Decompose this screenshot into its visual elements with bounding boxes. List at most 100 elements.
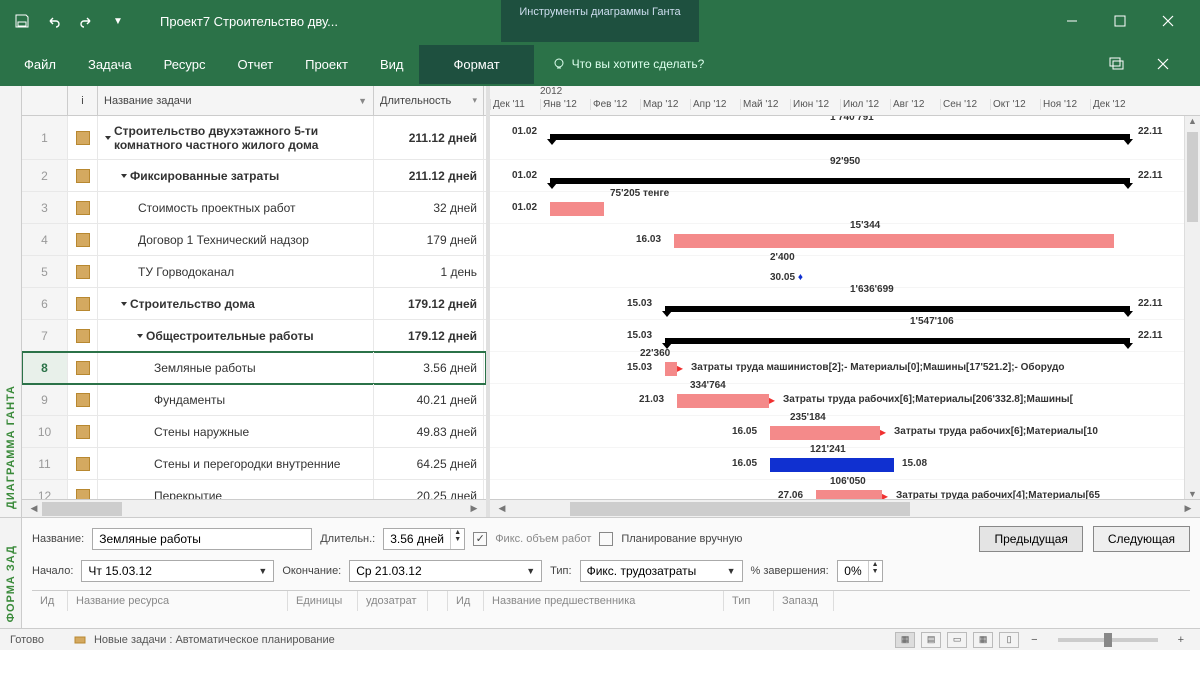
res-units-header[interactable]: Единицы <box>288 591 358 611</box>
tab-format[interactable]: Формат <box>419 45 533 84</box>
row-duration-cell[interactable]: 179.12 дней <box>374 288 484 319</box>
row-duration-cell[interactable]: 211.12 дней <box>374 116 484 159</box>
header-id[interactable] <box>22 86 68 115</box>
row-id[interactable]: 7 <box>22 320 68 351</box>
finish-input[interactable] <box>350 561 520 581</box>
summary-bar[interactable] <box>665 338 1130 344</box>
scroll-up-icon[interactable]: ▲ <box>1185 116 1200 126</box>
row-duration-cell[interactable]: 3.56 дней <box>374 352 484 383</box>
gantt-hscrollbar[interactable]: ◀ ▶ <box>490 499 1200 517</box>
next-button[interactable]: Следующая <box>1093 526 1190 552</box>
header-duration[interactable]: Длительность▾ <box>374 86 484 115</box>
row-id[interactable]: 1 <box>22 116 68 159</box>
ribbon-windows-icon[interactable] <box>1106 53 1128 75</box>
task-bar[interactable] <box>770 458 894 472</box>
table-row[interactable]: 1 Строительство двухэтажного 5-ти комнатн… <box>22 116 486 160</box>
table-row[interactable]: 12Перекрытие20.25 дней <box>22 480 486 499</box>
scroll-left-icon[interactable]: ◀ <box>26 503 42 514</box>
table-row[interactable]: 7Общестроительные работы179.12 дней <box>22 320 486 352</box>
row-name-cell[interactable]: Строительство двухэтажного 5-ти комнатно… <box>98 116 374 159</box>
dropdown-icon[interactable]: ▼ <box>252 566 273 576</box>
row-duration-cell[interactable]: 40.21 дней <box>374 384 484 415</box>
tab-project[interactable]: Проект <box>289 45 364 84</box>
row-id[interactable]: 5 <box>22 256 68 287</box>
row-id[interactable]: 11 <box>22 448 68 479</box>
summary-bar[interactable] <box>550 178 1130 184</box>
duration-input[interactable] <box>384 529 450 549</box>
row-duration-cell[interactable]: 211.12 дней <box>374 160 484 191</box>
row-duration-cell[interactable]: 179 дней <box>374 224 484 255</box>
view-gantt-icon[interactable]: ▦ <box>895 632 915 648</box>
pred-lag-header[interactable]: Запазд <box>774 591 834 611</box>
save-icon[interactable] <box>8 7 36 35</box>
redo-icon[interactable] <box>72 7 100 35</box>
row-name-cell[interactable]: ТУ Горводоканал <box>98 256 374 287</box>
fixed-work-checkbox[interactable] <box>473 532 487 546</box>
row-name-cell[interactable]: Стоимость проектных работ <box>98 192 374 223</box>
scroll-left-icon[interactable]: ◀ <box>494 503 510 514</box>
table-row[interactable]: 6 Строительство дома179.12 дней <box>22 288 486 320</box>
task-bar[interactable] <box>677 394 769 408</box>
minimize-icon[interactable] <box>1060 9 1084 33</box>
task-name-input[interactable] <box>92 528 312 550</box>
row-id[interactable]: 3 <box>22 192 68 223</box>
row-name-cell[interactable]: Фиксированные затраты <box>98 160 374 191</box>
scroll-right-icon[interactable]: ▶ <box>1180 503 1196 514</box>
manual-checkbox[interactable] <box>599 532 613 546</box>
row-duration-cell[interactable]: 32 дней <box>374 192 484 223</box>
view-calendar-icon[interactable]: ▤ <box>921 632 941 648</box>
tell-me-search[interactable]: Что вы хотите сделать? <box>552 57 705 71</box>
scroll-right-icon[interactable]: ▶ <box>466 503 482 514</box>
form-sidebar-label[interactable]: ФОРМА ЗАД <box>0 518 22 628</box>
spinner-down-icon[interactable]: ▼ <box>451 536 464 543</box>
row-duration-cell[interactable]: 1 день <box>374 256 484 287</box>
zoom-thumb[interactable] <box>1104 633 1112 647</box>
scroll-down-icon[interactable]: ▼ <box>1185 489 1200 499</box>
task-bar[interactable] <box>550 202 604 216</box>
row-name-cell[interactable]: Земляные работы <box>98 352 374 383</box>
table-row[interactable]: 2 Фиксированные затраты211.12 дней <box>22 160 486 192</box>
maximize-icon[interactable] <box>1108 9 1132 33</box>
table-row[interactable]: 11Стены и перегородки внутренние64.25 дн… <box>22 448 486 480</box>
res-id-header[interactable]: Ид <box>32 591 68 611</box>
dropdown-icon[interactable]: ▼ <box>721 566 742 576</box>
tab-view[interactable]: Вид <box>364 45 420 84</box>
view-network-icon[interactable]: ▭ <box>947 632 967 648</box>
res-name-header[interactable]: Название ресурса <box>68 591 288 611</box>
dropdown-icon[interactable]: ▾ <box>472 95 477 106</box>
ribbon-close-icon[interactable] <box>1152 53 1174 75</box>
gantt-body[interactable]: 01.021'740'79122.1101.0292'95022.1101.02… <box>490 116 1200 499</box>
task-bar[interactable] <box>674 234 1114 248</box>
qat-dropdown-icon[interactable]: ▼ <box>104 7 132 35</box>
res-work-header[interactable]: удозатрат <box>358 591 428 611</box>
row-name-cell[interactable]: Договор 1 Технический надзор <box>98 224 374 255</box>
zoom-out-icon[interactable]: − <box>1025 634 1043 646</box>
type-select[interactable] <box>581 561 721 581</box>
prev-button[interactable]: Предыдущая <box>979 526 1082 552</box>
scroll-thumb[interactable] <box>570 502 910 516</box>
vertical-scrollbar[interactable]: ▲ ▼ <box>1184 116 1200 499</box>
spinner-down-icon[interactable]: ▼ <box>869 568 882 575</box>
status-schedule-mode[interactable]: Новые задачи : Автоматическое планирован… <box>74 634 335 646</box>
row-id[interactable]: 8 <box>22 352 68 383</box>
view-sheet-icon[interactable]: ▦ <box>973 632 993 648</box>
row-duration-cell[interactable]: 20.25 дней <box>374 480 484 499</box>
row-id[interactable]: 6 <box>22 288 68 319</box>
row-name-cell[interactable]: Фундаменты <box>98 384 374 415</box>
row-id[interactable]: 4 <box>22 224 68 255</box>
row-id[interactable]: 2 <box>22 160 68 191</box>
table-row[interactable]: 5 ТУ Горводоканал1 день <box>22 256 486 288</box>
task-bar[interactable] <box>816 490 882 499</box>
zoom-slider[interactable] <box>1058 638 1158 642</box>
row-id[interactable]: 12 <box>22 480 68 499</box>
row-id[interactable]: 9 <box>22 384 68 415</box>
tab-report[interactable]: Отчет <box>222 45 290 84</box>
spinner-up-icon[interactable]: ▲ <box>869 561 882 568</box>
row-name-cell[interactable]: Стены и перегородки внутренние <box>98 448 374 479</box>
row-name-cell[interactable]: Строительство дома <box>98 288 374 319</box>
task-bar[interactable] <box>770 426 880 440</box>
view-report-icon[interactable]: ▯ <box>999 632 1019 648</box>
table-row[interactable]: 3 Стоимость проектных работ32 дней <box>22 192 486 224</box>
expand-icon[interactable] <box>121 174 127 178</box>
summary-bar[interactable] <box>665 306 1130 312</box>
